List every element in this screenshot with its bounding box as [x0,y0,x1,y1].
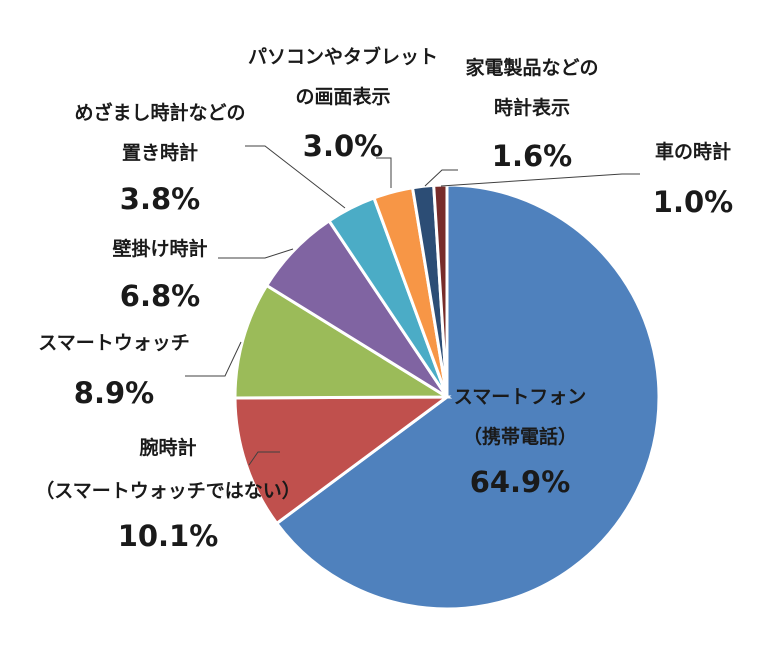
slice-value-label-7: 1.0% [653,185,733,219]
slice-label-1-line-0: 腕時計 [138,436,196,459]
leader-line-5 [376,157,392,188]
slice-label-6-line-0: 家電製品などの [465,56,598,79]
slice-label-3-line-0: 壁掛け時計 [112,237,207,260]
slice-value-label-4: 3.8% [120,182,200,216]
slice-label-1-line-1: （スマートウォッチではない） [35,479,300,502]
pie-slice-2 [233,283,453,400]
slice-value-label-3: 6.8% [120,279,200,313]
slice-label-7-line-0: 車の時計 [655,140,731,163]
slice-label-5-line-0: パソコンやタブレット [248,45,438,68]
leader-line-7 [440,173,640,187]
slice-label-0-line-1: （携帯電話） [463,425,577,448]
pie-slice-1 [233,395,452,526]
slice-label-4-line-0: めざまし時計などの [74,101,245,124]
pie-slice-7 [432,183,449,398]
slice-label-5-line-1: の画面表示 [295,85,390,108]
pie-slice-0 [274,183,661,611]
slice-label-2-line-0: スマートウォッチ [38,332,189,354]
slice-value-label-1: 10.1% [118,519,219,553]
slice-value-label-0: 64.9% [470,465,571,499]
leader-line-2 [185,341,242,377]
slice-label-6-line-1: 時計表示 [494,96,570,119]
slice-value-label-5: 3.0% [303,129,383,163]
slice-value-label-6: 1.6% [492,139,572,173]
leader-line-4 [245,145,346,209]
slice-label-4-line-1: 置き時計 [122,141,198,164]
leader-line-6 [424,169,458,187]
slice-value-label-2: 8.9% [74,376,154,410]
leader-line-1 [248,451,280,466]
leader-line-3 [218,248,294,259]
slice-label-0-line-0: スマートフォン [454,386,586,408]
